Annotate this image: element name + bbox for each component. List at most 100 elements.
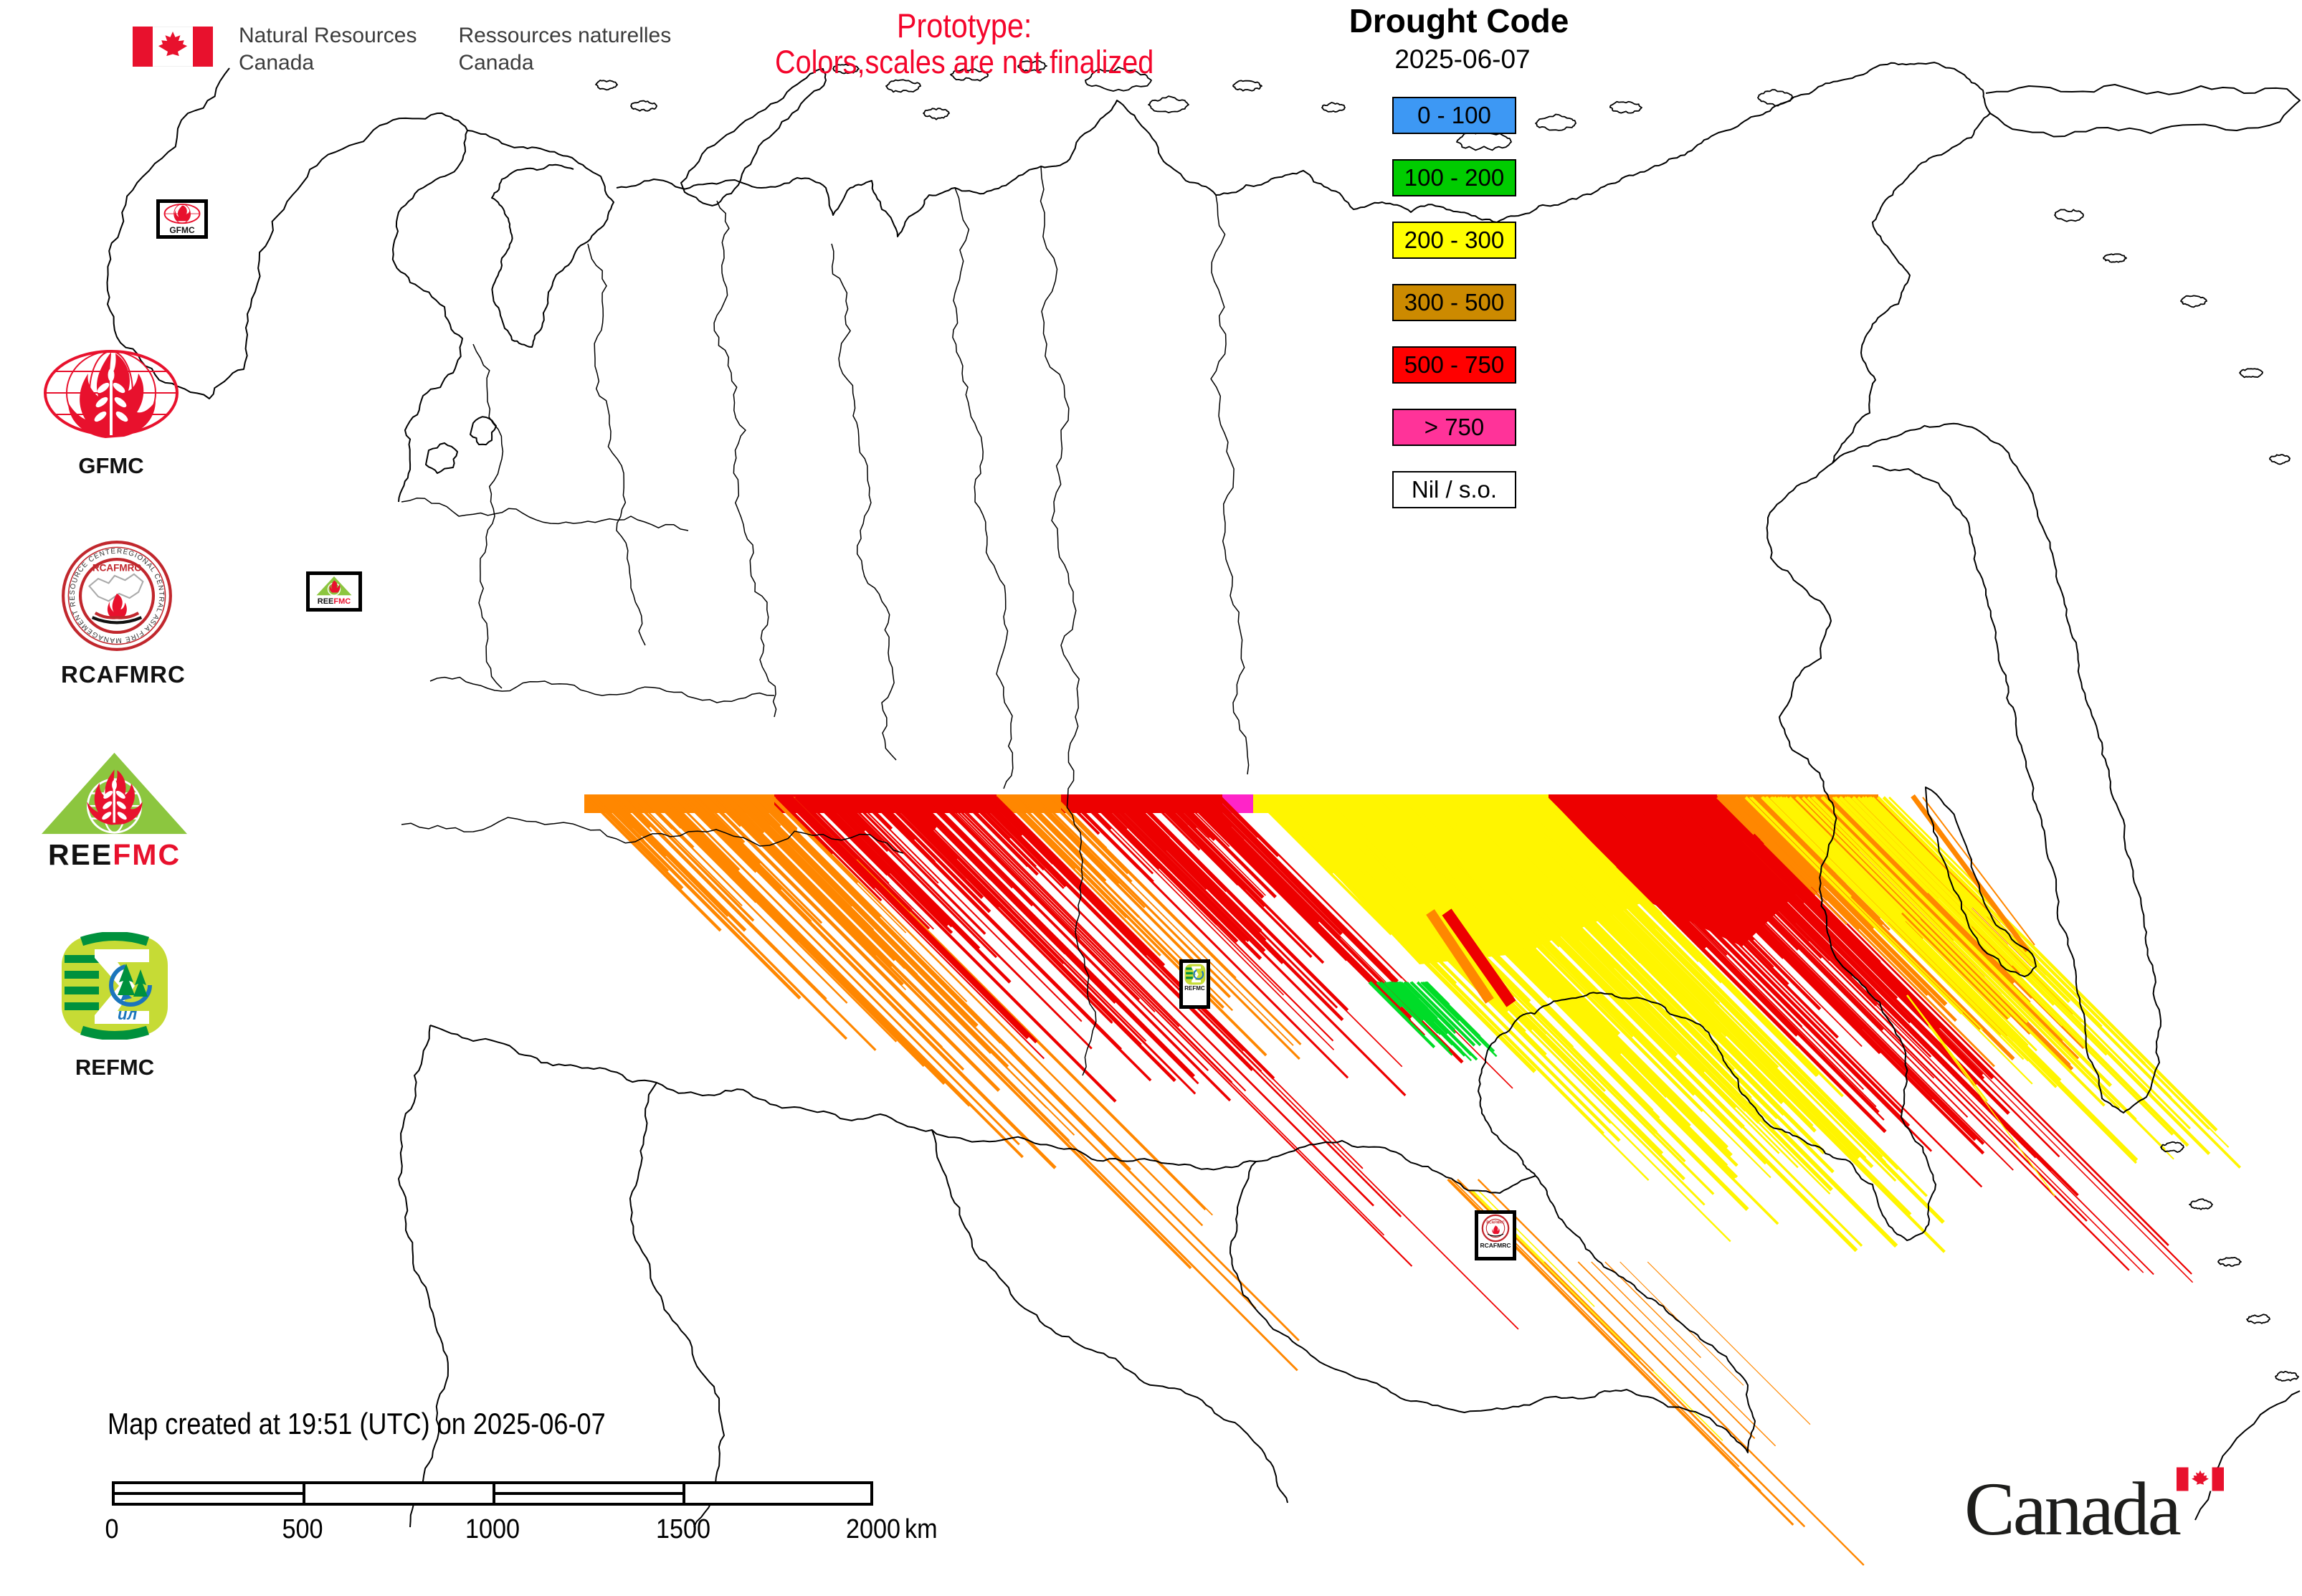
island-outline (1085, 66, 1152, 92)
nrcan-en-line2: Canada (239, 51, 315, 75)
island-outline (1017, 60, 1047, 72)
scale-bar-divider (682, 1484, 685, 1503)
legend-date: 2025-06-07 (1394, 44, 1531, 74)
reefmc-map-marker: REEFMC (306, 571, 362, 612)
reefmc-label-red: FMC (113, 838, 181, 871)
canada-wordmark-text: Canada (1964, 1467, 2182, 1551)
drought-streak (1906, 994, 1988, 1102)
legend-item-nil-s-o-: Nil / s.o. (1392, 471, 1516, 508)
coastline (470, 416, 497, 446)
scale-bar-labels: 0 500 1000 1500 2000 km (0, 1514, 1004, 1550)
coastline (1985, 84, 2301, 138)
island-outline (2269, 454, 2291, 465)
island-outline (2189, 1198, 2213, 1210)
coastline (425, 442, 458, 474)
rcafmrc-map-marker-label: RCAFMRC (1480, 1242, 1511, 1249)
legend-item-label: 500 - 750 (1404, 351, 1505, 378)
rcafmrc-logo: REGIONAL CENTRAL ASIA FIRE MANAGEMENT RE… (58, 534, 185, 688)
scale-tick-label: 500 (281, 1514, 323, 1544)
reefmc-triangle-globe-icon (41, 752, 188, 835)
island-outline (2103, 253, 2127, 263)
legend-item-label: > 750 (1424, 414, 1485, 440)
prototype-line1: Prototype: (896, 6, 1032, 44)
scale-bar (112, 1481, 873, 1506)
island-outline (2180, 295, 2207, 308)
legend-item-200-300: 200 - 300 (1392, 222, 1516, 259)
rcafmrc-seal-icon: REGIONAL CENTRAL ASIA FIRE MANAGEMENT RE… (58, 534, 172, 651)
coastline (472, 343, 504, 689)
island-outline (2054, 209, 2084, 222)
drought-streak (1928, 1025, 2055, 1197)
coastline (587, 243, 646, 646)
coastline (831, 243, 897, 761)
coastline (106, 67, 468, 503)
drought-streaks (586, 794, 2242, 1566)
island-outline (2160, 1141, 2184, 1153)
canada-wordmark-flag-icon (2177, 1467, 2224, 1491)
rcafmrc-inner-text: RCAFMRC (92, 563, 142, 574)
coastline (398, 1025, 449, 1528)
prototype-line2: Colors,scales are not finalized (774, 44, 1154, 80)
nrcan-fr-line2: Canada (458, 51, 534, 75)
island-outline (595, 80, 618, 91)
drought-code-legend: Drought Code 2025-06-07 0 - 100 100 - 200… (1349, 1, 1570, 508)
legend-item-0-100: 0 - 100 (1392, 97, 1516, 134)
legend-item--750: > 750 (1392, 409, 1516, 446)
island-outline (950, 68, 989, 82)
scale-tick-label: 2000 (845, 1514, 901, 1544)
legend-title: Drought Code (1349, 2, 1569, 39)
coastline (429, 676, 775, 703)
drought-streak (1922, 797, 2035, 946)
refmc-sigma-icon: ил (62, 931, 168, 1040)
refmc-map-marker-label: REFMC (1184, 985, 1205, 992)
island-outline (1456, 130, 1512, 151)
legend-item-label: 200 - 300 (1404, 227, 1505, 253)
island-outline (1321, 102, 1346, 113)
coastline (1040, 166, 1097, 1076)
legend-item-300-500: 300 - 500 (1392, 284, 1516, 321)
nrcan-name-fr: Ressources naturelles Canada (458, 22, 671, 77)
island-outline (923, 108, 950, 120)
island-outline (832, 63, 860, 75)
nrcan-en-line1: Natural Resources (239, 24, 417, 47)
island-outline (1609, 100, 1642, 114)
island-outline (630, 100, 657, 112)
nrcan-branding: Natural Resources Canada Ressources natu… (133, 18, 671, 77)
gfmc-mini-icon (163, 203, 201, 224)
reefmc-label: REEFMC (37, 838, 191, 872)
gfmc-map-marker: GFMC (156, 199, 208, 239)
legend-item-label: 300 - 500 (1404, 289, 1505, 315)
legend-item-label: 0 - 100 (1417, 102, 1491, 128)
coastline (629, 1082, 725, 1528)
scale-unit-label: km (905, 1514, 938, 1544)
island-outline (2217, 1257, 2242, 1267)
coastline (1230, 1161, 1756, 1453)
scale-bar-midline (115, 1492, 303, 1495)
coastline (1255, 1140, 1536, 1194)
coastline (401, 498, 689, 531)
refmc-label: REFMC (75, 1055, 155, 1080)
refmc-inner-text: ил (118, 1005, 137, 1023)
scale-bar-divider (303, 1484, 305, 1503)
map-created-text: Map created at 19:51 (UTC) on 2025-06-07 (108, 1407, 606, 1440)
coastline (713, 200, 777, 718)
canada-flag-icon (133, 27, 213, 67)
refmc-map-marker: REFMC (1179, 959, 1210, 1009)
legend-item-100-200: 100 - 200 (1392, 159, 1516, 196)
island-outline (1148, 95, 1189, 113)
rcafmrc-map-marker: RCAFMRC RCAFMRC (1475, 1210, 1516, 1260)
gfmc-map-marker-label: GFMC (169, 225, 195, 235)
island-outline (2239, 368, 2263, 379)
coastline (1832, 422, 2161, 1113)
rcafmrc-mini-icon: RCAFMRC (1481, 1214, 1510, 1243)
refmc-logo: ил REFMC (57, 931, 172, 1080)
coastline (1478, 462, 1936, 1241)
island-outline (885, 79, 921, 93)
coastline (952, 187, 1014, 789)
scale-tick-label: 1500 (655, 1514, 710, 1544)
coastline (931, 1129, 1288, 1504)
scale-bar-midline (495, 1492, 682, 1495)
legend-item-label: Nil / s.o. (1411, 476, 1498, 503)
